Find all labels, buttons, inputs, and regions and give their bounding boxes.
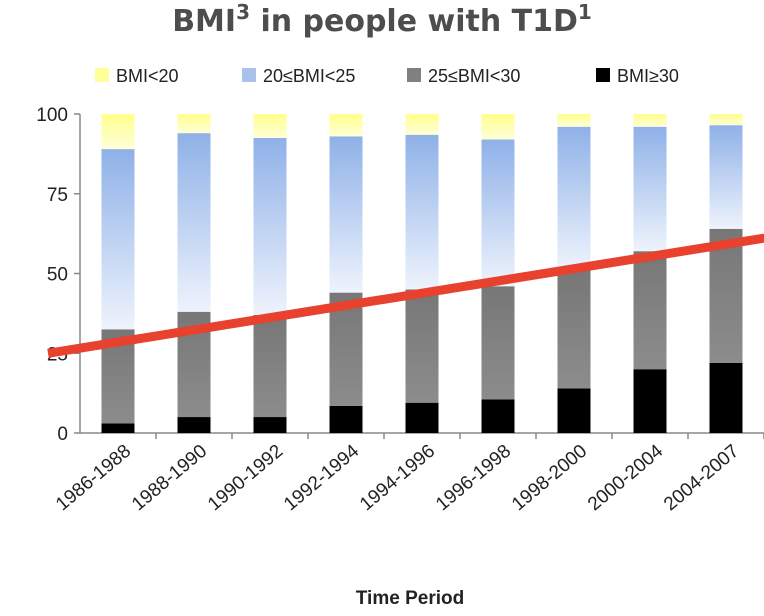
bar-segment-bmige30 (481, 399, 515, 433)
bar-segment-bmige30 (177, 417, 211, 433)
x-tick-label: 1992-1994 (280, 440, 363, 515)
legend-label-20lebmilt25: 20≤BMI<25 (263, 66, 355, 86)
bar-segment-bmige30 (709, 362, 743, 433)
x-tick-label: 2000-2004 (584, 440, 667, 515)
bar-segment-20lebmilt25 (253, 137, 287, 315)
legend-label-bmige30: BMI≥30 (617, 66, 679, 86)
bar-segment-bmilt20 (481, 114, 515, 140)
bar-segment-25lebmilt30 (405, 289, 439, 403)
bar-segment-25lebmilt30 (633, 251, 667, 370)
x-tick-label: 1996-1998 (432, 441, 515, 516)
y-tick-label: 0 (57, 424, 68, 445)
x-tick-label: 1994-1996 (356, 441, 439, 516)
bar-segment-bmige30 (633, 369, 667, 433)
bar-segment-bmige30 (101, 423, 135, 433)
bar-segment-20lebmilt25 (481, 139, 515, 287)
trend-line-group (47, 233, 764, 358)
bar-segment-20lebmilt25 (405, 134, 439, 290)
legend-swatch-bmige30 (596, 68, 610, 82)
bar-segment-bmige30 (557, 388, 591, 433)
bar-segment-25lebmilt30 (709, 228, 743, 363)
bars (101, 114, 743, 433)
x-tick-label: 1988-1990 (128, 441, 211, 516)
chart-title: BMI3 in people with T1D1 (172, 0, 592, 39)
bar-segment-20lebmilt25 (633, 126, 667, 252)
x-tick-label: 2004-2007 (660, 441, 743, 516)
bar-segment-25lebmilt30 (253, 314, 287, 418)
y-tick-label: 100 (36, 105, 68, 126)
y-tick-label: 50 (47, 265, 68, 286)
bar-segment-bmilt20 (253, 114, 287, 138)
bar-segment-25lebmilt30 (481, 286, 515, 400)
bar-segment-20lebmilt25 (557, 126, 591, 269)
bar-segment-20lebmilt25 (101, 149, 135, 330)
legend-swatch-25lebmilt30 (407, 68, 421, 82)
y-tick-label: 75 (47, 185, 68, 206)
bar-segment-bmilt20 (557, 114, 591, 127)
bar-segment-bmilt20 (405, 114, 439, 135)
bar-segment-20lebmilt25 (329, 136, 363, 293)
legend-label-25lebmilt30: 25≤BMI<30 (428, 66, 520, 86)
bar-segment-bmilt20 (709, 114, 743, 126)
bar-segment-bmige30 (253, 417, 287, 433)
legend-label-bmilt20: BMI<20 (116, 66, 179, 86)
bar-segment-bmilt20 (633, 114, 667, 127)
x-tick-labels: 1986-19881988-19901990-19921992-19941994… (52, 440, 743, 515)
bar-segment-20lebmilt25 (177, 133, 211, 312)
x-tick-label: 1990-1992 (204, 441, 287, 516)
trend-line (47, 233, 764, 358)
legend-swatch-20lebmilt25 (242, 68, 256, 82)
x-axis-title: Time Period (356, 588, 464, 609)
bar-segment-bmige30 (405, 402, 439, 433)
bar-segment-25lebmilt30 (557, 268, 591, 389)
bar-segment-bmilt20 (329, 114, 363, 137)
legend-swatch-bmilt20 (95, 68, 109, 82)
bar-segment-bmige30 (329, 405, 363, 433)
bar-segment-bmilt20 (101, 114, 135, 150)
legend: BMI<20 20≤BMI<25 25≤BMI<30 BMI≥30 (95, 66, 679, 86)
x-tick-label: 1998-2000 (508, 441, 591, 516)
bar-segment-20lebmilt25 (709, 125, 743, 229)
bar-segment-bmilt20 (177, 114, 211, 134)
x-tick-label: 1986-1988 (52, 441, 135, 516)
